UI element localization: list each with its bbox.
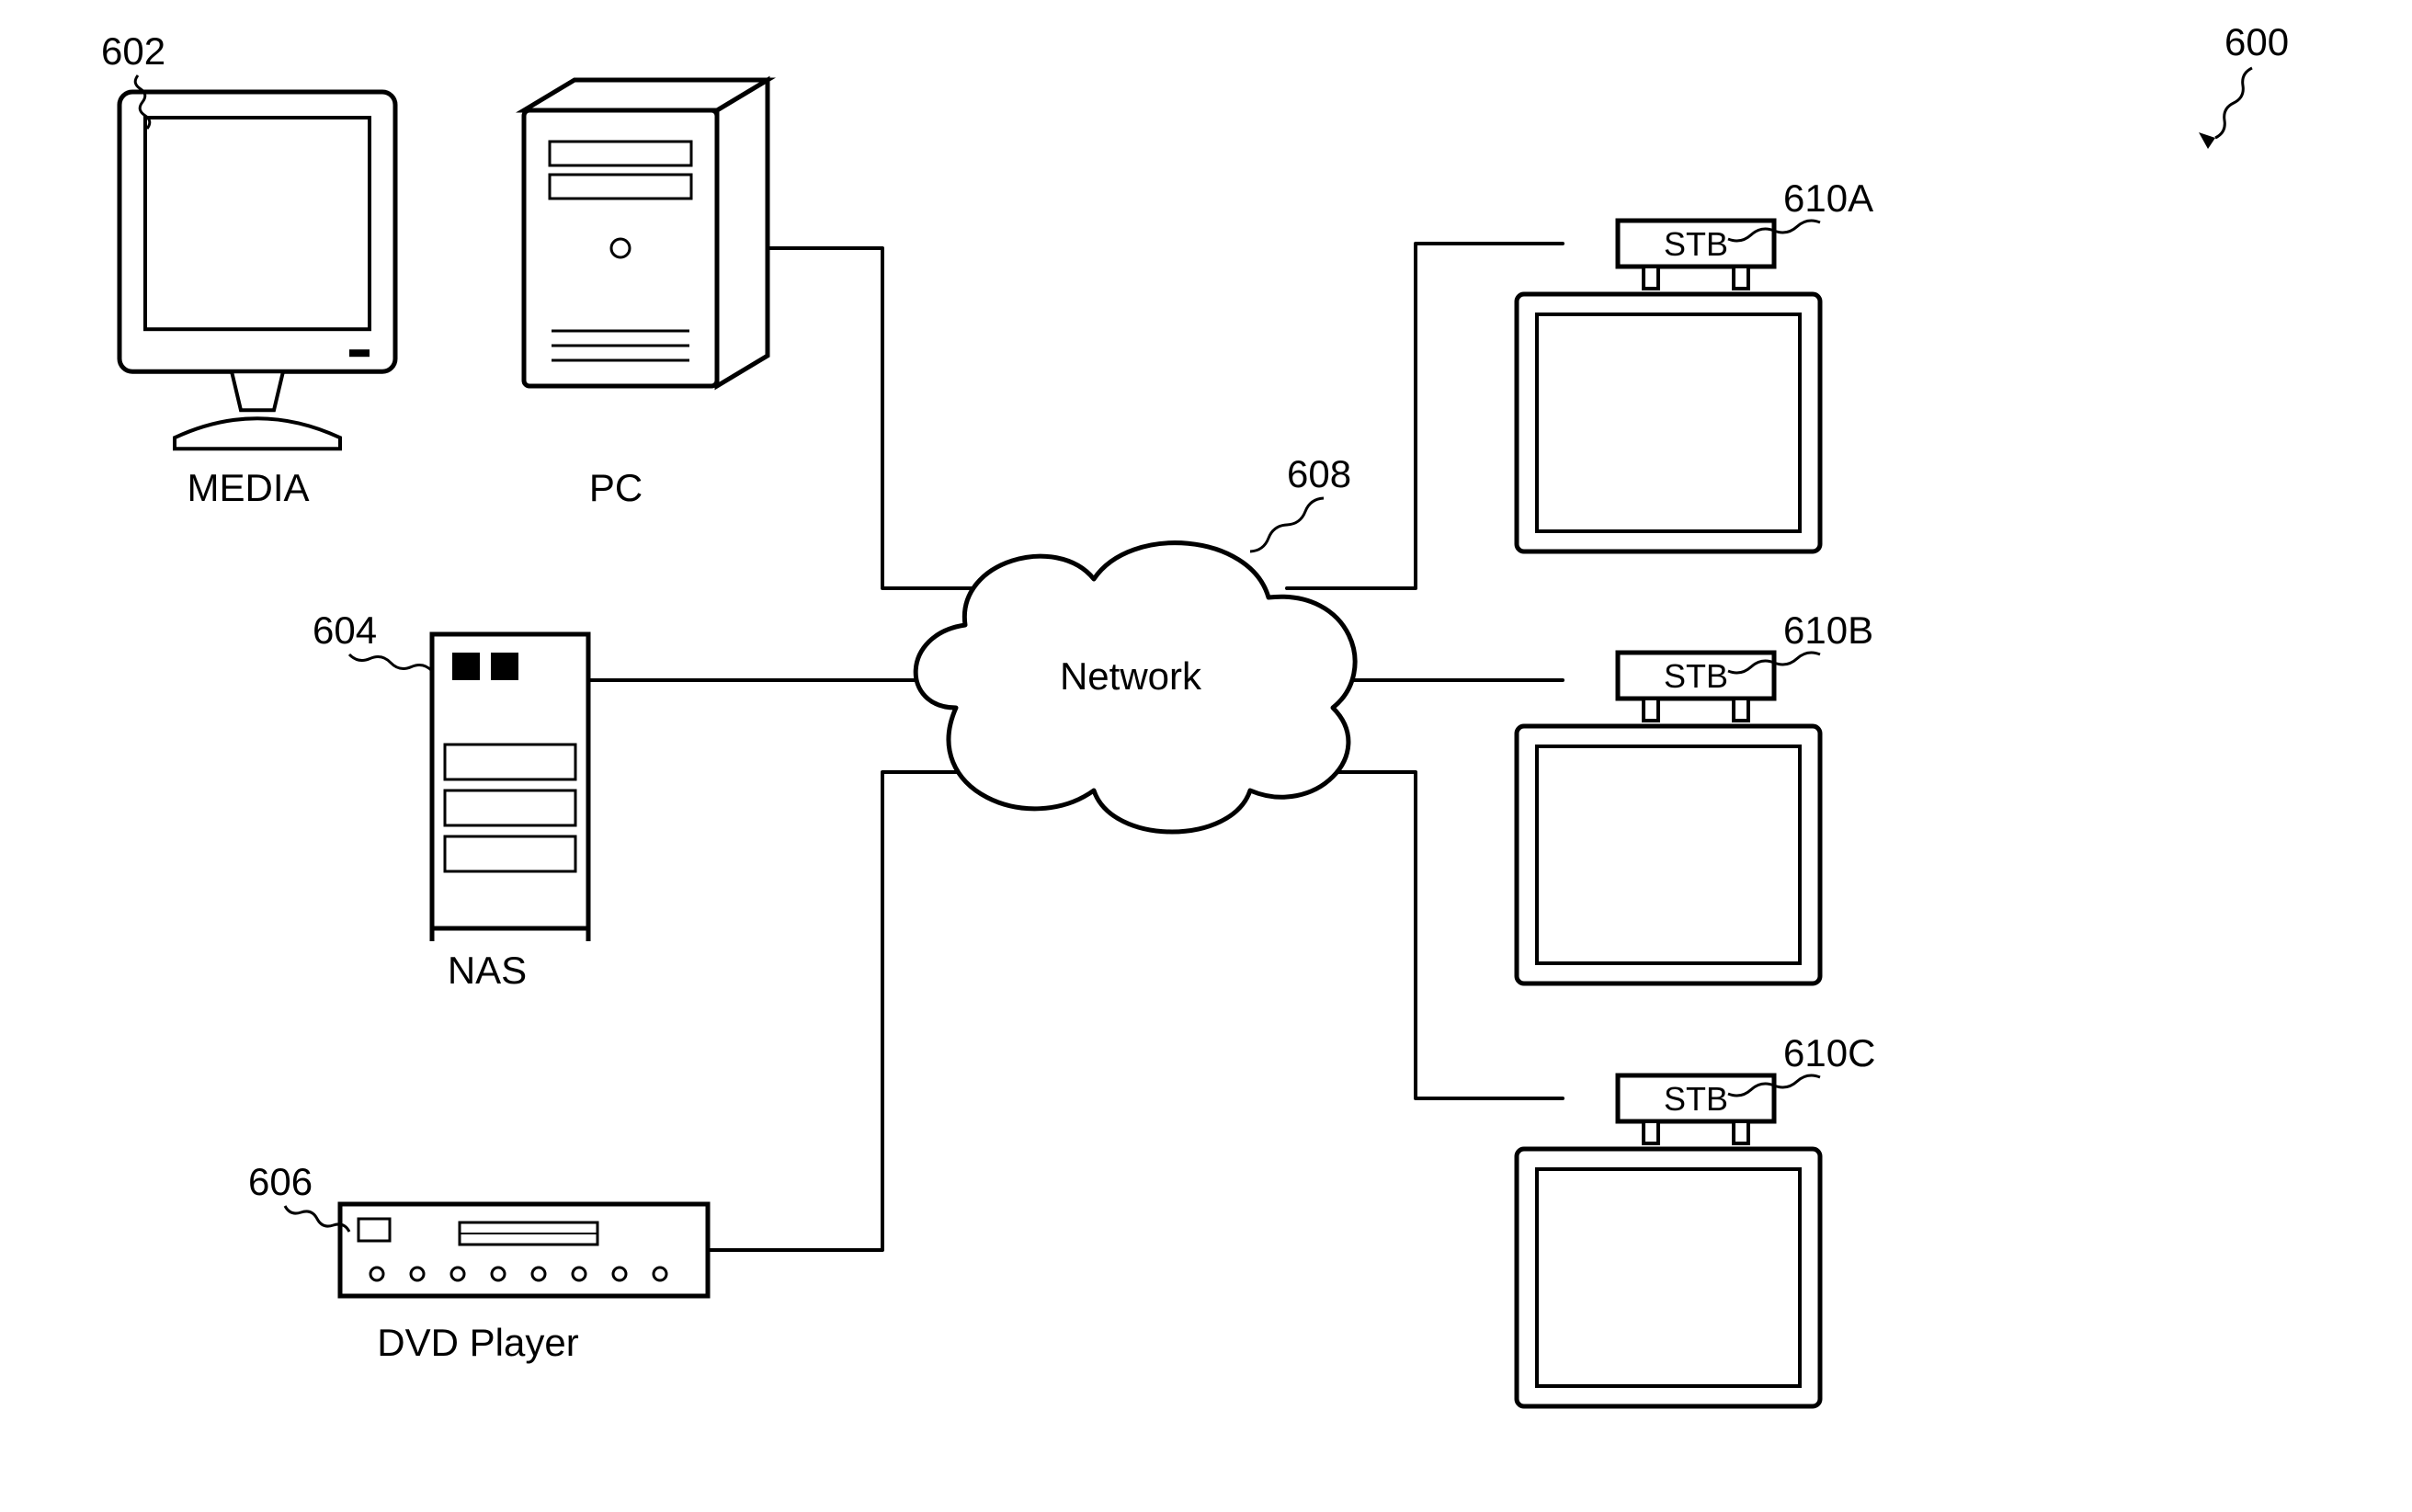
pc-label: PC (589, 466, 643, 509)
stb-label: STB (1664, 657, 1728, 695)
ref-media: 602 (101, 29, 165, 73)
media-monitor (119, 92, 395, 449)
ref-network: 608 (1287, 452, 1351, 495)
stb-tv-unit-c: STB (1517, 1075, 1820, 1406)
connector-dvd (708, 772, 993, 1250)
pc-tower (524, 80, 768, 386)
stb-label: STB (1664, 225, 1728, 263)
stb-label: STB (1664, 1080, 1728, 1118)
ref-dvd: 606 (248, 1160, 313, 1203)
stb-tv-unit-a: STB (1517, 221, 1820, 551)
ref-stb-a: 610A (1783, 176, 1873, 220)
nas-device (432, 634, 588, 941)
nas-label: NAS (448, 949, 527, 992)
dvd-label: DVD Player (377, 1321, 578, 1364)
ref-stb-c: 610C (1783, 1031, 1875, 1074)
dvd-player (340, 1204, 708, 1296)
media-label: MEDIA (187, 466, 309, 509)
stb-tv-unit-b: STB (1517, 653, 1820, 983)
ref-figure: 600 (2224, 20, 2289, 63)
ref-nas: 604 (313, 608, 377, 652)
ref-figure-arrow (2199, 132, 2215, 149)
network-label: Network (1060, 654, 1202, 698)
ref-stb-b: 610B (1783, 608, 1873, 652)
